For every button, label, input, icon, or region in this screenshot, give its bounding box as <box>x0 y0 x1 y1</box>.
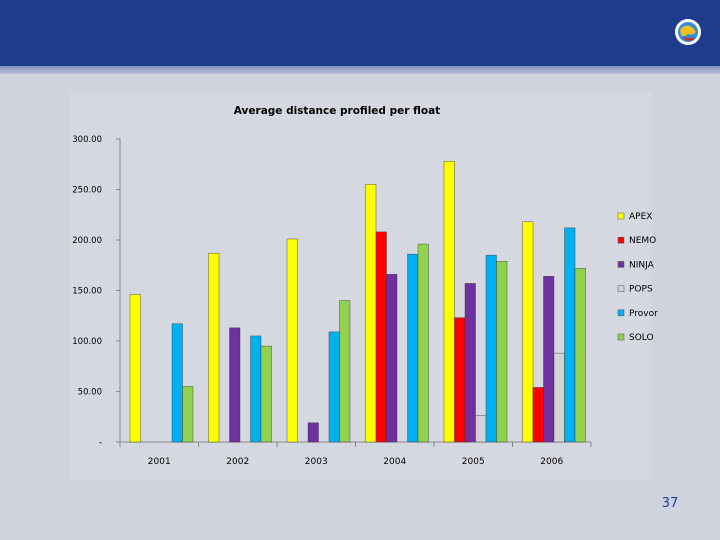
y-tick-label: 250.00 <box>72 186 102 196</box>
bar-provor-2003 <box>328 331 340 443</box>
x-tick-label: 2005 <box>462 457 485 467</box>
bar-provor-2002 <box>250 335 262 443</box>
bar-pops-2006 <box>553 352 565 443</box>
bar-solo-2006 <box>574 268 586 443</box>
globe-seal-icon <box>675 19 701 45</box>
bar-apex-2005 <box>443 161 455 443</box>
bar-provor-2004 <box>407 253 419 443</box>
bar-apex-2004 <box>365 184 377 443</box>
legend-swatch <box>617 309 625 317</box>
x-tick-label: 2002 <box>226 457 249 467</box>
y-axis <box>116 138 121 443</box>
y-tick-labels: - 50.00 100.00 150.00 200.00 250.00 300.00 <box>72 135 102 448</box>
header-stripe <box>0 66 720 74</box>
legend-swatch <box>617 261 625 268</box>
bar-ninja-2004 <box>386 274 398 443</box>
legend: APEX NEMO NINJA POPS Provor SOLO <box>617 212 658 343</box>
bar-provor-2006 <box>564 227 576 443</box>
legend-swatch <box>617 212 625 220</box>
legend-label: SOLO <box>629 333 654 343</box>
bar-nemo-2005 <box>454 317 466 443</box>
bar-ninja-2002 <box>229 327 241 443</box>
legend-swatch <box>617 285 625 292</box>
bar-solo-2001 <box>182 386 194 443</box>
y-tick-label: 150.00 <box>72 287 102 297</box>
x-tick-labels: 2001 2002 2003 2004 2005 2006 <box>148 457 564 467</box>
bar-pops-2005 <box>475 415 487 443</box>
x-tick-label: 2001 <box>148 457 171 467</box>
y-tick-label: 300.00 <box>72 135 102 145</box>
bar-apex-2001 <box>129 294 141 443</box>
bar-ninja-2006 <box>543 276 555 443</box>
bar-nemo-2004 <box>375 231 387 443</box>
legend-swatch <box>617 333 625 341</box>
legend-label: NINJA <box>629 260 655 270</box>
x-tick-label: 2003 <box>305 457 328 467</box>
bars-group <box>129 161 586 443</box>
y-tick-label: - <box>99 438 102 448</box>
x-tick-label: 2004 <box>383 457 406 467</box>
legend-label: POPS <box>629 285 653 295</box>
x-tick-label: 2006 <box>540 457 563 467</box>
bar-ninja-2003 <box>307 422 319 443</box>
bar-solo-2005 <box>496 261 508 443</box>
x-axis <box>119 441 592 447</box>
y-tick-label: 50.00 <box>78 388 102 398</box>
bar-provor-2005 <box>485 254 497 443</box>
legend-label: APEX <box>629 212 652 222</box>
slide-header <box>0 0 720 66</box>
bar-apex-2006 <box>522 221 534 443</box>
bar-solo-2004 <box>417 243 429 443</box>
bar-solo-2002 <box>260 345 272 443</box>
legend-label: Provor <box>629 309 658 319</box>
bar-solo-2003 <box>339 300 351 443</box>
legend-label: NEMO <box>629 236 656 246</box>
bar-apex-2002 <box>208 252 220 443</box>
y-tick-label: 100.00 <box>72 337 102 347</box>
bar-nemo-2006 <box>532 387 544 443</box>
page-number: 37 <box>661 496 679 511</box>
bar-ninja-2005 <box>464 283 476 443</box>
bar-apex-2003 <box>286 238 298 443</box>
legend-swatch <box>617 236 625 244</box>
chart-title: Average distance profiled per float <box>234 105 440 117</box>
bar-provor-2001 <box>171 323 183 443</box>
y-tick-label: 200.00 <box>72 236 102 246</box>
